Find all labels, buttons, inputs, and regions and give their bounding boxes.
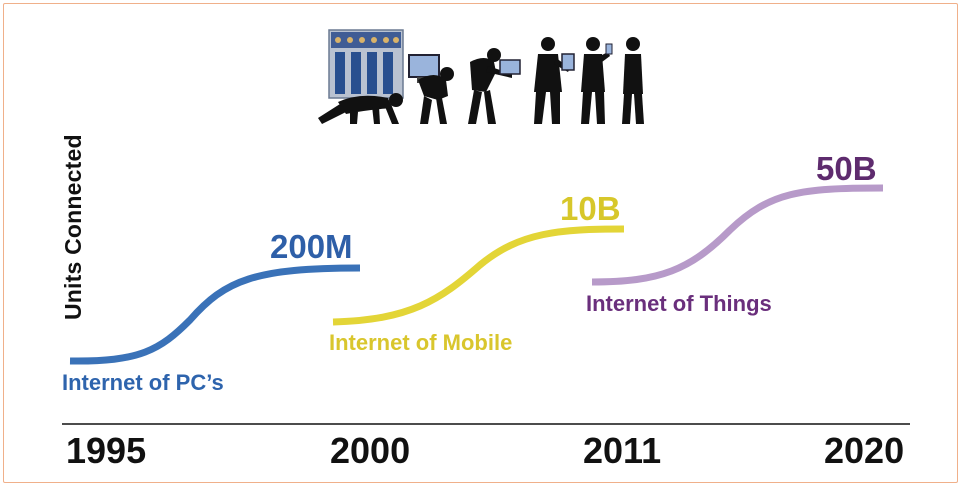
era-label-internet-of-things: Internet of Things [586,291,772,316]
standing-man-phone-icon [581,37,613,124]
value-label-200m: 200M [270,228,353,265]
crawling-man-icon [318,93,403,124]
era-label-internet-of-pcs: Internet of PC’s [62,370,224,395]
diagram-frame [3,3,958,483]
upright-man-icon [622,37,644,124]
year-label-1995: 1995 [66,430,147,471]
era-label-internet-of-mobile: Internet of Mobile [329,330,513,355]
year-label-2000: 2000 [330,430,411,471]
year-label-2020: 2020 [824,430,905,471]
curve-internet-of-pcs [69,264,361,365]
curve-internet-of-things [591,184,884,286]
server-rack-icon [328,29,404,99]
year-label-2011: 2011 [583,430,662,471]
y-axis-label: Units Connected [60,134,86,320]
standing-man-tablet-icon [534,37,575,124]
curve-internet-of-mobile [332,225,625,326]
value-label-50b: 50B [816,150,877,187]
value-label-10b: 10B [560,190,621,227]
bent-man-laptop-icon [468,48,521,124]
hunched-man-desktop-icon [408,54,454,124]
